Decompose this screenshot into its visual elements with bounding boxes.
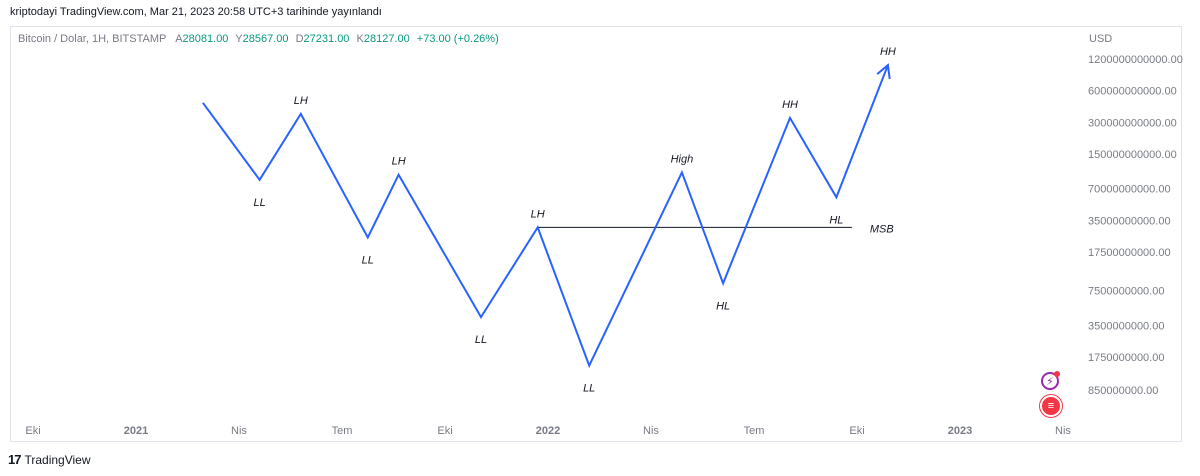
y-tick-label: 600000000000.00	[1088, 86, 1177, 98]
low-label: D	[295, 33, 304, 45]
change-value: +73.00 (+0.26%)	[416, 33, 499, 45]
x-tick-label: 2021	[124, 425, 148, 437]
x-tick-label: Tem	[332, 425, 353, 437]
y-tick-label: 17500000000.00	[1088, 247, 1171, 259]
currency-label: USD	[1089, 33, 1113, 45]
y-tick-label: 3500000000.00	[1088, 320, 1164, 332]
chart-frame	[10, 26, 1182, 442]
arrow-head	[876, 63, 891, 80]
x-tick-label: Nis	[1055, 425, 1071, 437]
chart-legend: Bitcoin / Dolar, 1H, BITSTAMP A28081.00 …	[18, 33, 499, 45]
point-label: HH	[880, 46, 896, 58]
x-tick-label: 2022	[536, 425, 560, 437]
close-value: 28127.00	[363, 33, 410, 45]
x-tick-label: Eki	[437, 425, 452, 437]
high-value: 28567.00	[242, 33, 289, 45]
point-label: HH	[782, 99, 798, 111]
point-label: LL	[362, 255, 374, 267]
point-label: LL	[475, 334, 487, 346]
point-label: LH	[392, 156, 406, 168]
y-tick-label: 1750000000.00	[1088, 352, 1164, 364]
point-label: High	[671, 153, 694, 165]
x-tick-label: Nis	[231, 425, 247, 437]
high-label: Y	[235, 33, 243, 45]
y-tick-label: 7500000000.00	[1088, 286, 1164, 298]
us-flag-icon[interactable]: ≡	[1040, 395, 1062, 417]
msb-label: MSB	[870, 223, 894, 235]
point-label: LH	[294, 95, 308, 107]
point-label: LL	[253, 197, 265, 209]
structure-line	[202, 64, 889, 369]
point-label: LH	[531, 208, 545, 220]
notification-dot	[1054, 371, 1060, 377]
x-tick-label: Eki	[25, 425, 40, 437]
low-value: 27231.00	[303, 33, 350, 45]
publish-header: kriptodayi TradingView.com, Mar 21, 2023…	[10, 6, 382, 18]
y-tick-label: 150000000000.00	[1088, 149, 1177, 161]
close-label: K	[356, 33, 364, 45]
y-tick-label: 70000000000.00	[1088, 184, 1171, 196]
y-tick-label: 850000000.00	[1088, 385, 1158, 397]
y-tick-label: 1200000000000.00	[1088, 54, 1183, 66]
tradingview-brand: TradingView	[24, 452, 91, 467]
x-tick-label: 2023	[948, 425, 972, 437]
y-tick-label: 300000000000.00	[1088, 117, 1177, 129]
lightning-icon[interactable]: ⚡	[1041, 371, 1060, 390]
tradingview-footer: 17 TradingView	[8, 452, 91, 467]
open-value: 28081.00	[182, 33, 229, 45]
open-label: A	[175, 33, 183, 45]
y-tick-label: 35000000000.00	[1088, 215, 1171, 227]
tradingview-logo-icon: 17	[8, 452, 22, 467]
point-label: LL	[583, 383, 595, 395]
point-label: HL	[716, 300, 730, 312]
point-label: HL	[829, 214, 843, 226]
x-tick-label: Nis	[643, 425, 659, 437]
x-tick-label: Tem	[744, 425, 765, 437]
x-tick-label: Eki	[849, 425, 864, 437]
symbol-label: Bitcoin / Dolar, 1H, BITSTAMP	[18, 33, 167, 45]
